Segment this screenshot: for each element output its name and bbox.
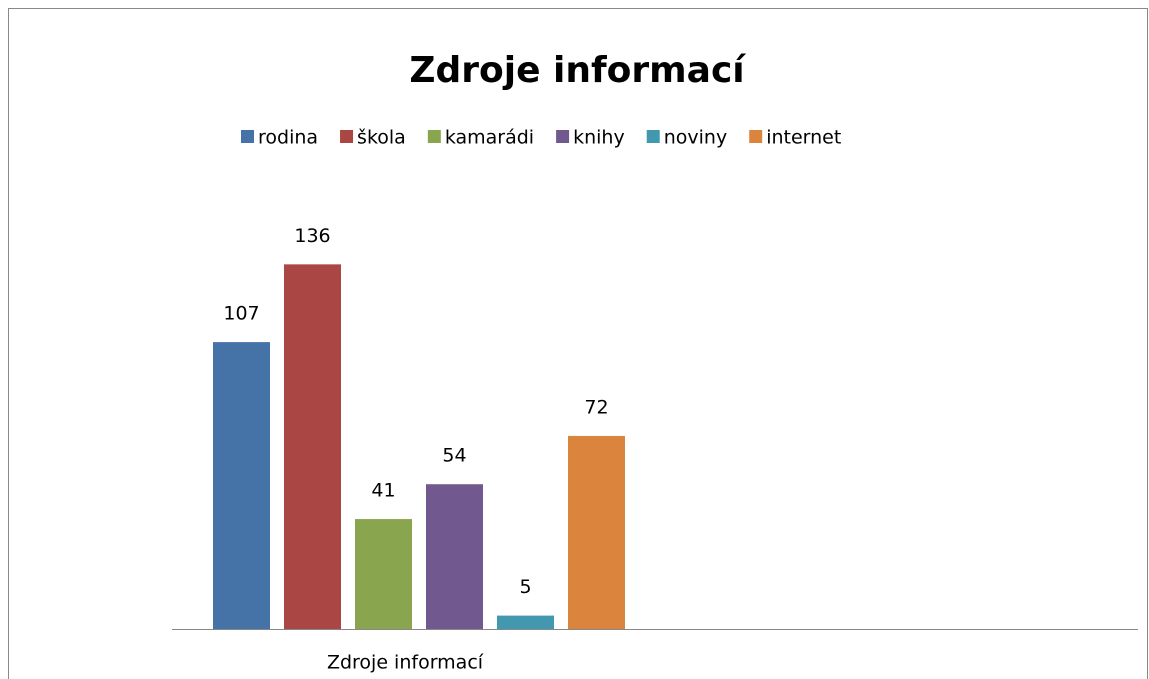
legend-swatch — [427, 130, 441, 143]
bar — [426, 484, 483, 629]
bar — [213, 342, 270, 629]
bar — [568, 435, 625, 629]
legend-label: internet — [766, 127, 841, 149]
chart-title: Zdroje informací — [409, 50, 746, 91]
data-label: 136 — [294, 225, 330, 247]
legend-label: škola — [357, 127, 406, 149]
legend-swatch — [646, 130, 660, 143]
data-label: 5 — [519, 576, 531, 598]
bar — [497, 615, 554, 629]
legend-label: knihy — [573, 127, 625, 149]
data-label: 72 — [584, 396, 608, 418]
legend-label: kamarádi — [445, 127, 534, 149]
legend-swatch — [340, 130, 354, 143]
legend-swatch — [241, 130, 254, 143]
legend-label: noviny — [664, 127, 727, 149]
legend-label: rodina — [258, 127, 318, 149]
data-label: 54 — [442, 445, 466, 467]
data-label: 41 — [371, 480, 395, 502]
x-tick-label: Zdroje informací — [327, 652, 484, 674]
data-label: 107 — [223, 303, 259, 325]
bar — [355, 519, 412, 629]
bar — [284, 264, 341, 629]
legend-swatch — [556, 130, 570, 143]
legend-swatch — [749, 130, 763, 143]
